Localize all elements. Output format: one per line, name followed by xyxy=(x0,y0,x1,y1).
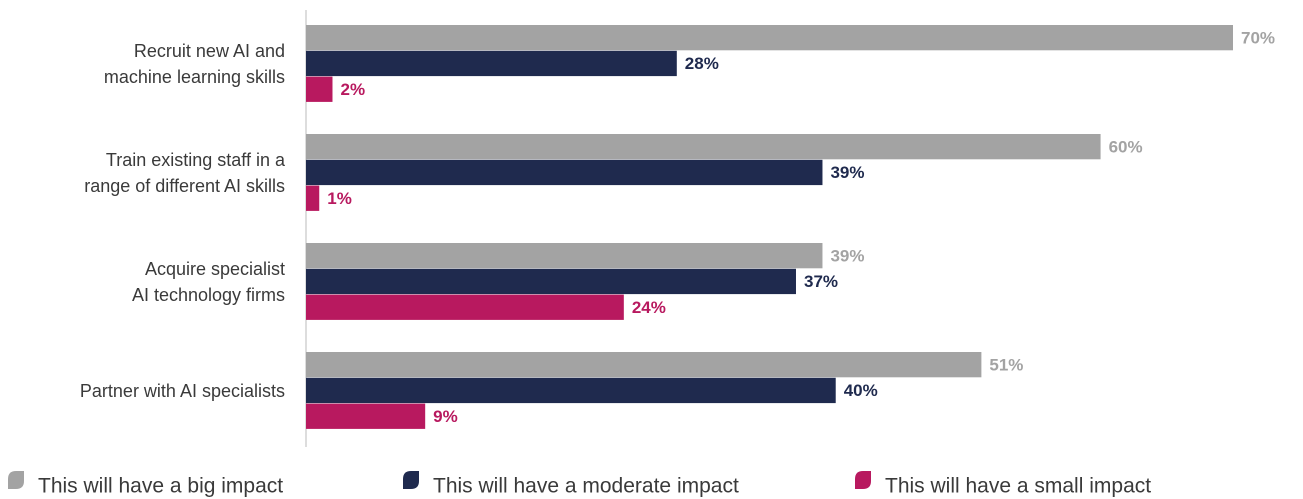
value-label: 60% xyxy=(1109,137,1143,156)
bar xyxy=(306,50,677,77)
value-label: 1% xyxy=(327,189,352,208)
bar xyxy=(306,294,624,320)
value-label: 40% xyxy=(844,381,878,400)
value-label: 37% xyxy=(804,272,838,291)
legend-swatch xyxy=(855,471,871,489)
bar xyxy=(306,377,836,404)
value-label: 2% xyxy=(340,80,365,99)
bar xyxy=(306,268,796,295)
category-label: Train existing staff in a range of diffe… xyxy=(84,149,285,196)
bar xyxy=(306,25,1233,51)
legend-label: This will have a small impact xyxy=(885,475,1151,498)
legend-swatch xyxy=(8,471,24,489)
bar xyxy=(306,352,982,378)
value-label: 39% xyxy=(830,163,864,182)
legend-label: This will have a big impact xyxy=(38,475,283,498)
bar xyxy=(306,185,320,211)
value-label: 70% xyxy=(1241,28,1275,47)
bar xyxy=(306,243,823,269)
legend-swatch xyxy=(403,471,419,489)
category-label: Recruit new AI and machine learning skil… xyxy=(103,40,285,87)
bar xyxy=(306,403,426,429)
bar xyxy=(306,76,333,102)
value-label: 28% xyxy=(685,54,719,73)
category-label: Partner with AI specialists xyxy=(79,380,285,401)
value-label: 39% xyxy=(830,246,864,265)
bar xyxy=(306,159,823,186)
category-label: Acquire specialist AI technology firms xyxy=(131,258,285,305)
value-label: 24% xyxy=(632,298,666,317)
bar xyxy=(306,134,1101,160)
value-label: 9% xyxy=(433,407,458,426)
legend-label: This will have a moderate impact xyxy=(433,475,739,498)
value-label: 51% xyxy=(989,355,1023,374)
